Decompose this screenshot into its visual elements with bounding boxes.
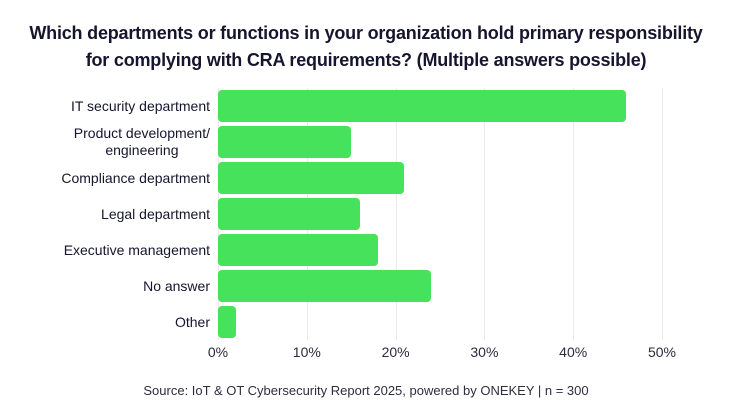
x-axis-tick: 10% (292, 344, 321, 360)
x-axis-tick: 20% (381, 344, 410, 360)
bar-6 (218, 270, 432, 302)
category-label-text: IT security department (70, 97, 210, 114)
category-label-text: Executive management (63, 241, 210, 258)
category-label-text: Other (174, 313, 210, 330)
bar-1 (218, 90, 627, 122)
category-label: Legal department (0, 196, 210, 232)
chart-title-line1: Which departments or functions in your o… (29, 23, 703, 43)
category-label: Executive management (0, 232, 210, 268)
x-axis-tick: 40% (559, 344, 588, 360)
category-label: Product development/ engineering (0, 124, 210, 160)
category-label: Other (0, 304, 210, 340)
bar-7 (218, 306, 236, 338)
x-axis-tick: 50% (647, 344, 677, 360)
gridline (573, 88, 575, 340)
bar-3 (218, 162, 405, 194)
x-axis-tick: 0% (207, 344, 229, 360)
chart-title-line2: for complying with CRA requirements? (Mu… (85, 50, 647, 70)
source-caption: Source: IoT & OT Cybersecurity Report 20… (143, 383, 589, 398)
bar-5 (218, 234, 378, 266)
gridline (395, 88, 397, 340)
category-label: IT security department (0, 88, 210, 124)
category-label-text: Compliance department (61, 169, 210, 186)
category-label-text: No answer (143, 277, 210, 294)
category-label-text: Product development/ engineering (73, 125, 210, 158)
category-label: No answer (0, 268, 210, 304)
chart-title: Which departments or functions in your o… (0, 20, 732, 74)
x-axis-tick: 30% (470, 344, 499, 360)
gridline (662, 88, 663, 340)
bar-4 (218, 198, 361, 230)
bar-2 (218, 126, 352, 158)
gridline (484, 88, 486, 340)
category-label: Compliance department (0, 160, 210, 196)
category-label-text: Legal department (101, 205, 210, 222)
